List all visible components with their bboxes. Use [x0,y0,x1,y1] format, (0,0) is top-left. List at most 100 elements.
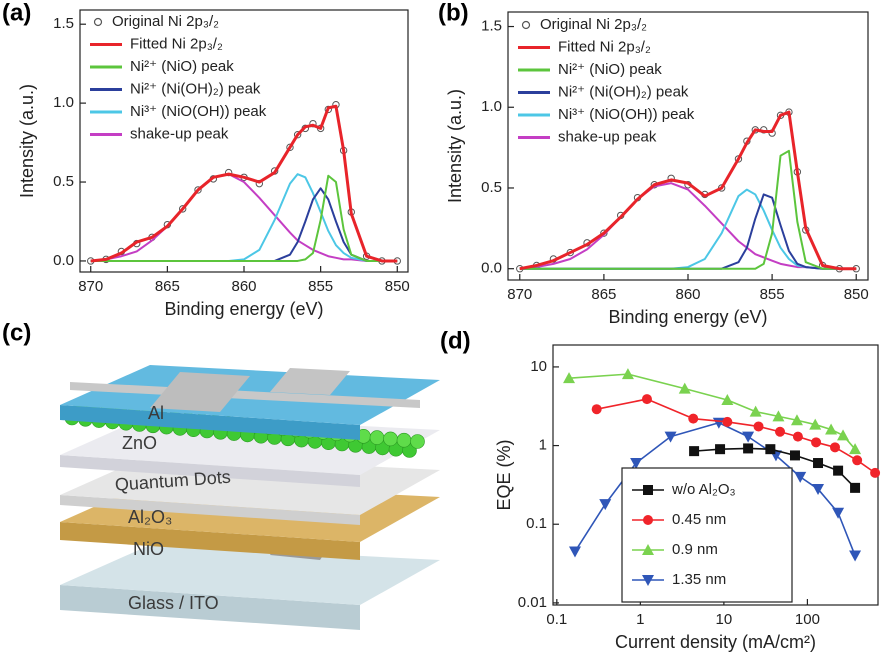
legend-label: shake-up peak [558,128,657,145]
marker [792,431,803,442]
legend-label: Fitted Ni 2p₃/₂ [558,38,651,55]
x-tick-label: 850 [844,286,869,303]
marker [765,444,776,455]
marker [678,382,691,394]
legend-label: Ni³⁺ (NiO(OH)) peak [130,103,267,120]
marker [722,416,733,427]
x-tick-label: 860 [231,278,256,295]
legend-label: w/o Al₂O₃ [671,481,736,498]
marker [753,421,764,432]
legend-symbol [93,17,103,27]
x-tick-label: 855 [308,278,333,295]
series-line [90,104,398,263]
marker [813,458,824,469]
marker [742,431,755,443]
marker [849,443,862,455]
marker [591,404,602,415]
legend-symbol [521,20,531,30]
marker [688,413,699,424]
layer-side [60,405,360,440]
panel-label: (c) [2,319,31,346]
marker [642,544,654,555]
x-tick-label: 855 [760,286,785,303]
y-tick-label: 1.0 [53,94,74,111]
marker [837,429,850,441]
marker [850,482,861,493]
data-point [600,229,608,237]
data-point [224,168,233,177]
quantum-dot [369,430,385,445]
marker [568,546,581,558]
series-line [519,110,857,271]
layer-label: Al [148,403,164,423]
series-line [90,174,398,262]
x-tick-label: 100 [795,611,820,628]
legend-label: 1.35 nm [672,571,726,588]
marker [811,437,822,448]
marker [812,484,825,496]
x-tick-label: 870 [78,278,103,295]
y-tick-label: 0.01 [518,594,547,611]
legend-label: Ni²⁺ (Ni(OH)₂) peak [558,83,689,100]
data-point [194,186,202,194]
marker [599,499,612,511]
marker [790,414,803,426]
marker [775,426,786,437]
marker [833,465,844,476]
quantum-dot [396,432,412,448]
legend-label: Fitted Ni 2p₃/₂ [130,35,223,52]
series-line [568,373,856,450]
x-axis-label: Current density (mA/cm²) [615,632,816,652]
marker [664,431,677,443]
y-tick-label: 0.1 [526,515,547,532]
marker [641,394,652,405]
layer-label: Glass / ITO [128,593,219,613]
y-tick-label: 1.0 [481,98,502,115]
marker [715,444,726,455]
marker [870,467,881,478]
y-axis-label: Intensity (a.u.) [445,89,465,203]
marker [852,455,863,466]
data-point [286,143,294,152]
y-axis-label: EQE (%) [494,439,514,510]
x-axis-label: Binding energy (eV) [164,299,323,319]
series-line [519,149,857,270]
electrode [150,372,250,412]
data-point [293,130,302,139]
layer-side [60,495,360,525]
legend-label: Ni²⁺ (Ni(OH)₂) peak [130,80,261,97]
marker [689,446,700,457]
marker [743,443,754,454]
legend-label: shake-up peak [130,125,229,142]
panel-label: (b) [438,0,469,26]
x-tick-label: 870 [507,286,532,303]
marker [630,458,643,470]
legend-label: 0.45 nm [672,511,726,528]
legend-label: Ni²⁺ (NiO) peak [130,58,234,75]
marker [621,368,634,380]
series-line [90,173,398,262]
marker [809,418,822,430]
legend-label: 0.9 nm [672,541,718,558]
legend-label: Original Ni 2p₃/₂ [112,13,219,30]
y-tick-label: 0.0 [53,252,74,269]
y-tick-label: 1.5 [481,17,502,34]
marker [642,575,654,586]
legend-label: Original Ni 2p₃/₂ [540,16,647,33]
electrode [70,382,420,408]
marker [643,515,653,525]
legend-label: Ni³⁺ (NiO(OH)) peak [558,106,695,123]
data-point [324,105,332,114]
layer-label: ZnO [122,433,157,453]
data-point [667,174,675,182]
marker [849,550,862,562]
x-tick-label: 860 [675,286,700,303]
layer-side [60,522,360,560]
quantum-dot [383,431,398,447]
x-tick-label: 850 [385,278,410,295]
marker [563,372,576,384]
y-tick-label: 1 [539,437,547,454]
y-tick-label: 10 [530,358,547,375]
marker [772,410,785,422]
